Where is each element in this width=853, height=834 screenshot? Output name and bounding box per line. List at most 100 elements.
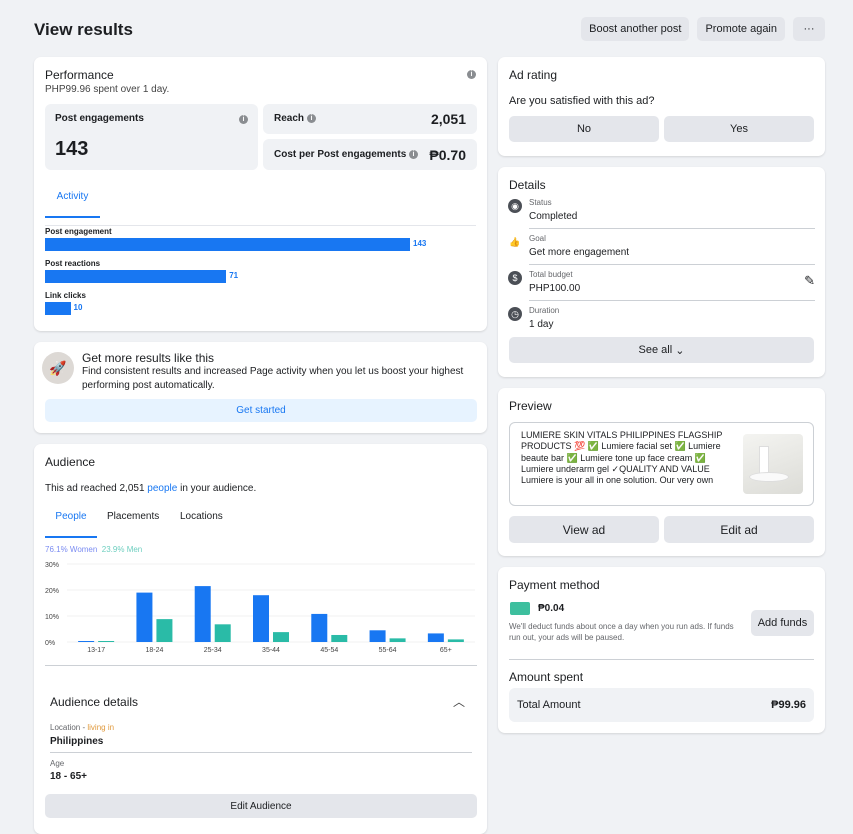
location-label: Location - living in	[50, 723, 114, 732]
duration-label: Duration	[529, 306, 560, 315]
activity-bar-value: 71	[229, 271, 239, 280]
edit-audience-button[interactable]: Edit Audience	[45, 794, 477, 818]
men-share: 23.9% Men	[101, 545, 143, 554]
get-started-button[interactable]: Get started	[45, 399, 477, 422]
no-button[interactable]: No	[509, 116, 659, 142]
promo-text: Find consistent results and increased Pa…	[82, 366, 464, 391]
y-tick-label: 10%	[45, 614, 59, 621]
activity-bar-label: Post reactions	[45, 259, 101, 268]
status-row: ◉ Status Completed	[508, 193, 815, 229]
status-icon: ◉	[508, 199, 522, 213]
age-value: 18 - 65+	[50, 771, 87, 782]
rocket-icon: 🚀	[42, 352, 74, 384]
x-tick-label: 45-54	[320, 647, 338, 654]
x-tick-label: 65+	[440, 647, 452, 654]
reach-box: Reach i 2,051	[263, 104, 477, 134]
view-ad-button[interactable]: View ad	[509, 516, 659, 543]
activity-bars: Post engagement 143 Post reactions 71 Link c…	[45, 227, 465, 327]
chevron-up-icon[interactable]: ︿	[452, 695, 465, 709]
women-share: 76.1% Women	[45, 545, 98, 554]
y-tick-label: 20%	[45, 588, 59, 595]
post-preview-text: LUMIERE SKIN VITALS PHILIPPINES FLAGSHIP…	[521, 430, 723, 487]
rating-question: Are you satisfied with this ad?	[509, 95, 655, 107]
info-icon[interactable]: i	[239, 115, 248, 124]
y-tick-label: 0%	[45, 640, 55, 647]
info-icon[interactable]: i	[409, 150, 418, 159]
bar-men	[214, 624, 231, 642]
more-options-button[interactable]: ···	[793, 17, 825, 41]
audience-card: Audience This ad reached 2,051 people in…	[34, 444, 487, 834]
page-title: View results	[34, 20, 133, 39]
bar-men	[331, 634, 348, 642]
performance-card: Performance i PHP99.96 spent over 1 day.…	[34, 57, 487, 331]
bar-women	[369, 630, 386, 642]
status-value: Completed	[529, 211, 578, 222]
bar-men	[273, 632, 289, 642]
bar-men	[156, 619, 173, 642]
location-value: Philippines	[50, 736, 104, 747]
bar-women	[253, 595, 269, 642]
edit-ad-button[interactable]: Edit ad	[664, 516, 814, 543]
cpe-value: ₱0.70	[429, 147, 466, 163]
bar-women	[427, 633, 444, 642]
add-funds-button[interactable]: Add funds	[751, 610, 814, 636]
y-tick-label: 30%	[45, 562, 59, 569]
audience-details-title: Audience details	[50, 695, 139, 709]
tab-placements[interactable]: Placements	[107, 511, 160, 522]
edit-pencil-icon[interactable]: ✎	[804, 273, 815, 288]
balance-value: ₱0.04	[538, 603, 565, 614]
promote-again-button[interactable]: Promote again	[697, 17, 785, 41]
goal-value: Get more engagement	[529, 247, 630, 258]
post-engagements-label: Post engagements	[55, 113, 144, 124]
bar-women	[194, 586, 211, 642]
reach-suffix: in your audience.	[177, 483, 257, 494]
payment-card: Payment method ₱0.04 We'll deduct funds …	[498, 567, 825, 733]
cost-per-engagement-box: Cost per Post engagements i ₱0.70	[263, 139, 477, 170]
preview-title: Preview	[509, 399, 552, 413]
bar-women	[136, 592, 153, 642]
x-tick-label: 35-44	[262, 647, 280, 654]
tab-people[interactable]: People	[45, 511, 97, 538]
reach-prefix: This ad reached 2,051	[45, 483, 148, 494]
see-all-label: See all	[638, 344, 673, 356]
payment-title: Payment method	[509, 578, 600, 592]
yes-button[interactable]: Yes	[664, 116, 814, 142]
tab-activity[interactable]: Activity	[45, 191, 100, 218]
people-link[interactable]: people	[147, 483, 178, 494]
activity-bar	[45, 302, 71, 315]
tab-locations[interactable]: Locations	[180, 511, 223, 522]
spent-summary: PHP99.96 spent over 1 day.	[45, 84, 170, 95]
info-icon[interactable]: i	[307, 114, 316, 123]
bar-men	[389, 638, 406, 642]
ad-rating-card: Ad rating Are you satisfied with this ad…	[498, 57, 825, 156]
cpe-label: Cost per Post engagements	[274, 149, 407, 160]
bar-women	[78, 641, 95, 642]
info-icon[interactable]: i	[467, 70, 476, 79]
reach-value: 2,051	[430, 111, 466, 127]
promo-card: 🚀 Get more results like this Find consis…	[34, 342, 487, 433]
payment-note: We'll deduct funds about once a day when…	[509, 622, 734, 642]
duration-value: 1 day	[529, 319, 554, 330]
x-tick-label: 55-64	[379, 647, 397, 654]
performance-title: Performance	[45, 68, 114, 82]
bar-women	[311, 613, 328, 642]
post-engagements-box: Post engagements i 143	[45, 104, 258, 170]
boost-another-post-button[interactable]: Boost another post	[581, 17, 690, 41]
activity-bar-label: Link clicks	[45, 291, 86, 300]
bar-men	[98, 641, 115, 642]
total-amount-value: ₱99.96	[771, 699, 806, 711]
post-engagements-value: 143	[55, 138, 89, 160]
living-in-filter: living in	[87, 723, 115, 732]
details-card: Details ◉ Status Completed 👍 Goal Get more e…	[498, 167, 825, 377]
page-header: View results Boost another post Promote …	[34, 17, 825, 42]
post-preview[interactable]: LUMIERE SKIN VITALS PHILIPPINES FLAGSHIP…	[509, 422, 814, 506]
total-amount-row: Total Amount ₱99.96	[509, 688, 814, 722]
x-tick-label: 18-24	[145, 647, 163, 654]
preview-card: Preview LUMIERE SKIN VITALS PHILIPPINES …	[498, 388, 825, 556]
clock-icon: ◷	[508, 307, 522, 321]
age-gender-chart: 0% 10% 20% 30% 13-17 18-24 25-34 35-44 45-54 55-6…	[45, 562, 475, 654]
status-label: Status	[529, 198, 552, 207]
x-tick-label: 25-34	[204, 647, 222, 654]
bar-men	[447, 639, 464, 642]
see-all-button[interactable]: See all ⌄	[509, 337, 814, 363]
